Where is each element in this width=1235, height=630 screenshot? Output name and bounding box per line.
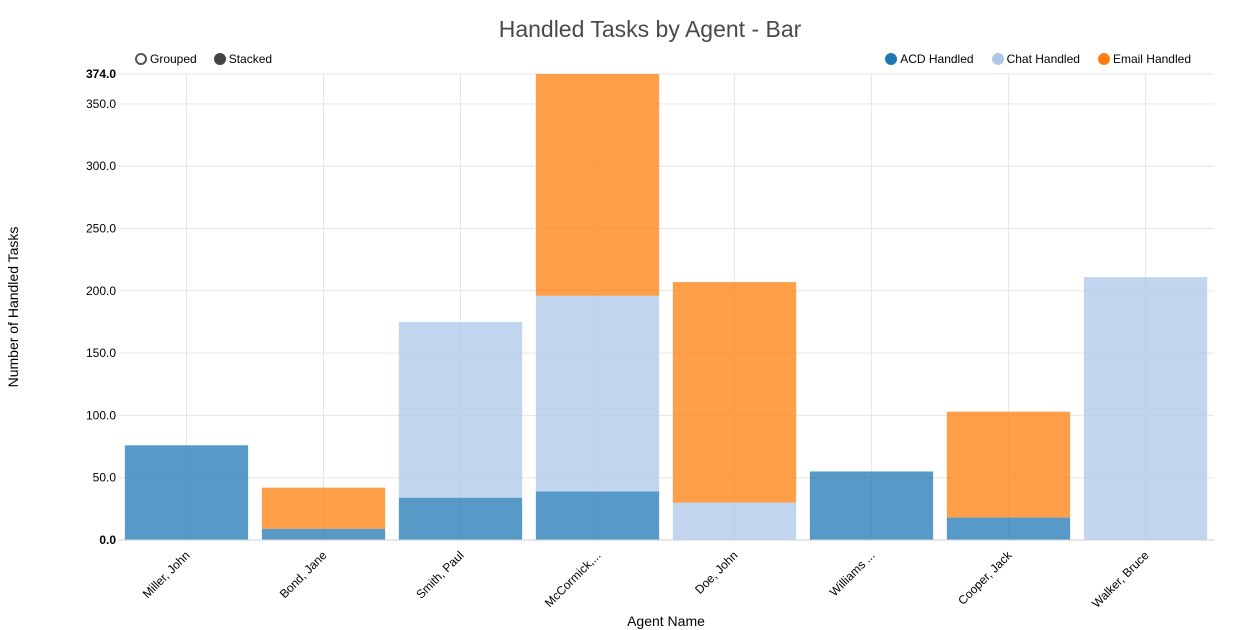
x-tick-label: Williams ... — [827, 548, 878, 599]
legend-swatch-chat — [991, 53, 1004, 65]
x-axis-label: Agent Name — [627, 613, 705, 629]
x-tick-label: Cooper, Jack — [955, 548, 1015, 608]
stacked-label: Stacked — [228, 52, 273, 66]
grouped-radio-dot — [135, 53, 147, 65]
y-tick-label: 200.0 — [86, 284, 116, 298]
bar-acd-handled[interactable] — [535, 491, 660, 540]
grouped-label: Grouped — [150, 52, 197, 66]
bar-chat-handled[interactable] — [1083, 277, 1208, 540]
x-axis-ticks: Miller, John Bond, Jane Smith, Paul McCormi… — [140, 548, 1152, 611]
y-tick-label: 300.0 — [86, 159, 116, 173]
x-tick-label: Miller, John — [140, 548, 193, 601]
y-tick-label: 50.0 — [93, 471, 117, 485]
stacked-radio-dot — [213, 53, 226, 65]
legend-label-chat: Chat Handled — [1006, 52, 1080, 66]
x-tick-label: Walker, Bruce — [1089, 548, 1152, 611]
stacked-radio[interactable]: Stacked — [213, 52, 273, 66]
y-tick-label: 350.0 — [86, 97, 116, 111]
legend-item-email[interactable]: Email Handled — [1097, 52, 1191, 66]
x-tick-label: Bond, Jane — [277, 548, 330, 601]
bars — [124, 74, 1208, 540]
y-tick-label: 150.0 — [86, 346, 116, 360]
bar-chat-handled[interactable] — [672, 502, 797, 540]
y-tick-label: 100.0 — [86, 408, 116, 422]
bar-acd-handled[interactable] — [809, 471, 934, 540]
x-tick-label: McCormick,... — [542, 548, 604, 610]
legend-swatch-acd — [885, 53, 898, 65]
legend-label-email: Email Handled — [1112, 52, 1191, 66]
y-axis-ticks: 0.0 50.0 100.0 150.0 200.0 250.0 300.0 350.0 374… — [86, 67, 116, 547]
bar-chat-handled[interactable] — [535, 295, 660, 492]
display-mode-controls: Grouped Stacked — [135, 52, 272, 66]
bar-chat-handled[interactable] — [398, 321, 523, 498]
bar-acd-handled[interactable] — [946, 517, 1071, 540]
legend-swatch-email — [1097, 53, 1110, 65]
x-tick-label: Doe, John — [692, 548, 741, 597]
bar-acd-handled[interactable] — [398, 497, 523, 540]
legend: ACD Handled Chat Handled Email Handled — [885, 52, 1191, 66]
y-axis-label: Number of Handled Tasks — [5, 227, 21, 388]
grouped-radio[interactable]: Grouped — [135, 52, 197, 66]
y-tick-label: 0.0 — [99, 533, 116, 547]
chart-title: Handled Tasks by Agent - Bar — [498, 16, 802, 42]
y-tick-label: 250.0 — [86, 222, 116, 236]
bar-email-handled[interactable] — [535, 74, 660, 296]
bar-acd-handled[interactable] — [124, 445, 249, 540]
legend-item-acd[interactable]: ACD Handled — [885, 52, 974, 66]
bar-email-handled[interactable] — [946, 411, 1071, 518]
legend-label-acd: ACD Handled — [900, 52, 974, 66]
legend-item-chat[interactable]: Chat Handled — [991, 52, 1080, 66]
bar-acd-handled[interactable] — [261, 528, 386, 540]
bar-email-handled[interactable] — [261, 487, 386, 529]
x-tick-label: Smith, Paul — [413, 548, 466, 601]
y-tick-label: 374.0 — [86, 67, 116, 81]
bar-email-handled[interactable] — [672, 282, 797, 503]
